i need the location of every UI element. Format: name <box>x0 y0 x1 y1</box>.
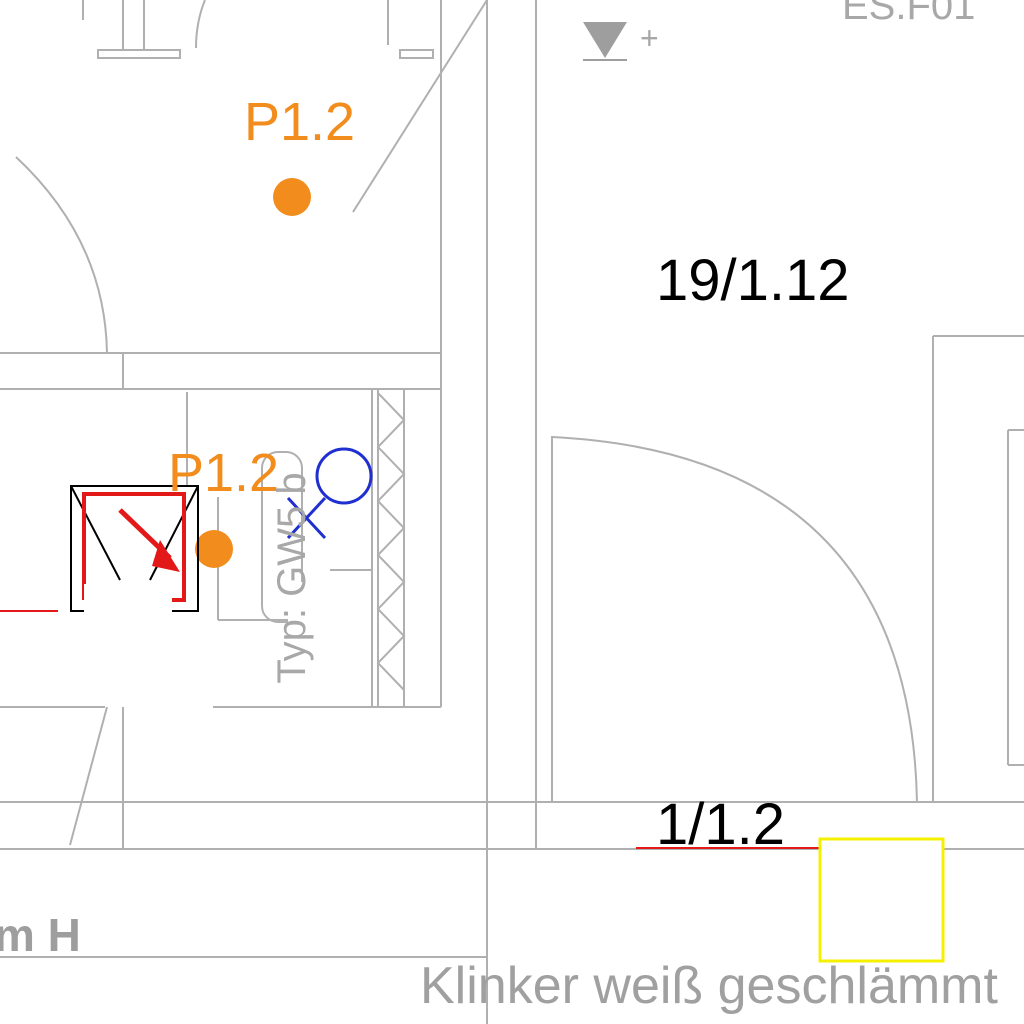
point-label-upper: P1.2 <box>244 92 356 152</box>
partial-text: m H <box>0 909 81 961</box>
highlight-box <box>818 837 945 963</box>
rotated-type-label: Typ: GW5 b <box>270 472 314 684</box>
material-note: Klinker weiß geschlämmt <box>420 957 998 1015</box>
electrical-symbol-icon <box>0 485 199 654</box>
point-label-lower: P1.2 <box>168 443 280 503</box>
blank-patch <box>288 582 368 672</box>
point-marker-icon <box>273 178 311 216</box>
point-marker-icon <box>195 530 233 568</box>
door-number: 1/1.2 <box>656 792 785 857</box>
level-triangle-icon <box>583 22 627 61</box>
level-sign: + <box>640 20 659 56</box>
blank-patch <box>610 851 820 871</box>
drawing-code: ES.F01 <box>842 0 976 28</box>
room-number: 19/1.12 <box>656 248 850 313</box>
lamp-symbol-icon <box>286 447 373 540</box>
